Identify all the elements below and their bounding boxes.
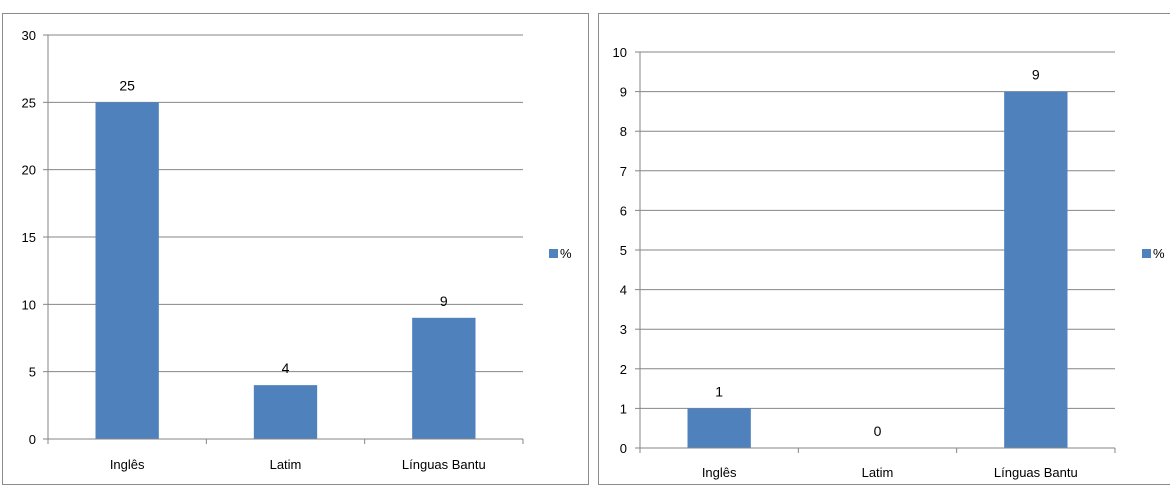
- y-tick-label: 0: [29, 432, 36, 447]
- bar-chart-2: 0 1 2 3 4 5 6 7 8 9 10 1 Inglês 0 Latim 9 Línguas Bantu%: [613, 45, 1165, 480]
- y-tick-label: 9: [620, 85, 627, 100]
- x-category-label: Línguas Bantu: [994, 465, 1078, 480]
- y-tick-label: 15: [22, 230, 36, 245]
- legend-swatch: [549, 249, 558, 258]
- bar[interactable]: [412, 317, 476, 439]
- y-tick-label: 30: [22, 28, 36, 43]
- y-tick-label: 10: [22, 297, 36, 312]
- x-category-label: Latim: [270, 457, 302, 472]
- y-tick-label: 7: [620, 164, 627, 179]
- y-tick-label: 8: [620, 124, 627, 139]
- bar[interactable]: [253, 385, 318, 439]
- legend-label: %: [560, 246, 572, 261]
- chart-panel-1[interactable]: 0 5 10 15 20 25 30 25 Inglês 4 Latim 9 Línguas Bantu…: [2, 13, 589, 485]
- bar[interactable]: [687, 408, 751, 448]
- data-label: 9: [1032, 67, 1040, 83]
- y-tick-label: 6: [620, 203, 627, 218]
- y-tick-label: 10: [613, 45, 627, 60]
- legend-swatch: [1142, 249, 1151, 258]
- y-tick-label: 25: [22, 95, 36, 110]
- data-label: 4: [282, 360, 290, 376]
- y-tick-label: 3: [620, 322, 627, 337]
- data-label: 0: [874, 423, 882, 439]
- x-category-label: Inglês: [702, 465, 737, 480]
- data-label: 25: [119, 77, 135, 93]
- legend[interactable]: %: [549, 246, 572, 261]
- y-tick-label: 4: [620, 283, 627, 298]
- x-category-label: Línguas Bantu: [402, 457, 486, 472]
- bar[interactable]: [1004, 91, 1068, 448]
- y-tick-label: 20: [22, 163, 36, 178]
- y-tick-label: 2: [620, 362, 627, 377]
- chart-panel-2[interactable]: 0 1 2 3 4 5 6 7 8 9 10 1 Inglês 0 Latim 9 Línguas Bantu%: [598, 13, 1170, 485]
- data-label: 9: [440, 293, 448, 309]
- y-tick-label: 5: [620, 243, 627, 258]
- y-tick-label: 5: [29, 365, 36, 380]
- y-tick-label: 1: [620, 401, 627, 416]
- data-label: 1: [715, 383, 723, 399]
- legend[interactable]: %: [1142, 246, 1165, 261]
- y-tick-label: 0: [620, 441, 627, 456]
- x-category-label: Inglês: [110, 457, 145, 472]
- legend-label: %: [1153, 246, 1165, 261]
- bar-chart-1: 0 5 10 15 20 25 30 25 Inglês 4 Latim 9 Línguas Bantu…: [22, 28, 572, 472]
- x-category-label: Latim: [862, 465, 894, 480]
- bar[interactable]: [95, 102, 159, 439]
